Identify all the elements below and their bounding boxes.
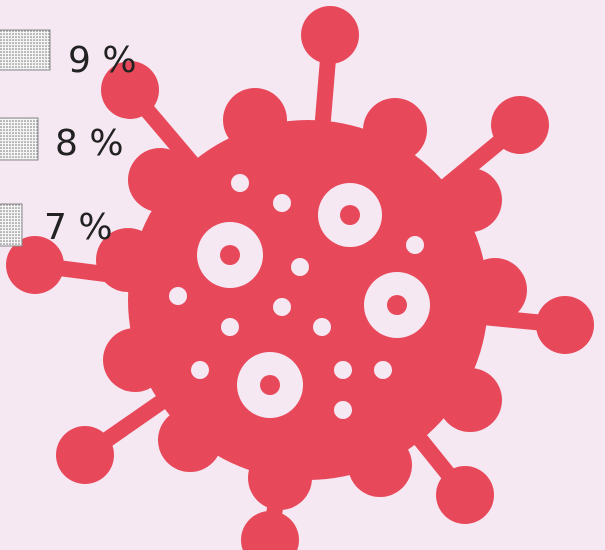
legend-label: 7 % <box>44 207 113 248</box>
legend-label: 9 % <box>68 40 137 81</box>
legend-swatch <box>0 30 50 70</box>
legend-label: 8 % <box>55 123 124 164</box>
slide: 9 % 8 % 7 % <box>0 0 605 550</box>
legend-swatch <box>0 204 22 246</box>
virus-illustration <box>6 6 594 550</box>
legend: 9 % 8 % 7 % <box>0 30 137 248</box>
legend-swatch <box>0 118 38 160</box>
page: {"legend": {"items": [{"label": "9 %"}, … <box>0 0 605 550</box>
